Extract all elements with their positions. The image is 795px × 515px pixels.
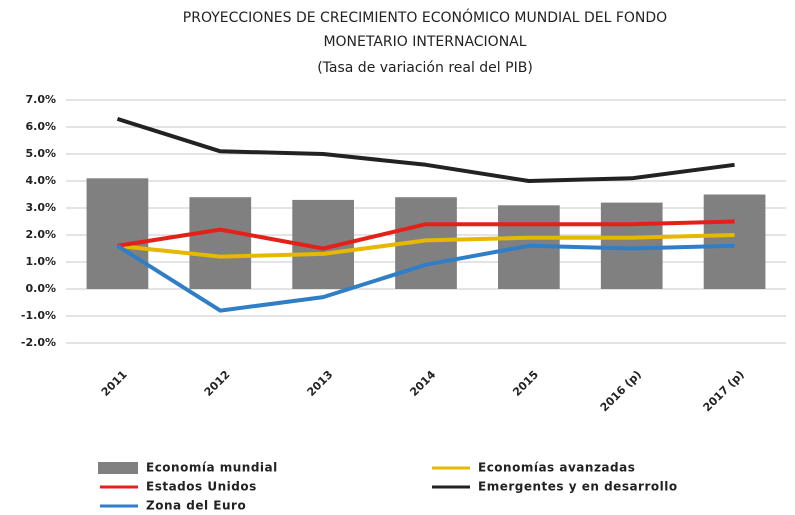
- legend-label: Zona del Euro: [146, 499, 246, 513]
- line: [116, 116, 735, 183]
- chart-subtitle: (Tasa de variación real del PIB): [317, 60, 533, 76]
- line: [117, 219, 735, 251]
- chart-title: MONETARIO INTERNACIONAL: [323, 34, 526, 50]
- y-tick-label: 2.0%: [25, 228, 56, 241]
- chart-title: PROYECCIONES DE CRECIMIENTO ECONÓMICO MU…: [183, 8, 667, 26]
- legend-label: Emergentes y en desarrollo: [478, 480, 678, 494]
- x-tick-label: 2017 (p): [701, 368, 747, 414]
- legend-label: Estados Unidos: [146, 480, 257, 494]
- bar: [189, 197, 252, 289]
- y-tick-label: 3.0%: [25, 201, 56, 214]
- line: [116, 243, 735, 313]
- bar: [600, 202, 663, 289]
- legend-label: Economía mundial: [146, 461, 278, 475]
- x-tick-label: 2014: [407, 368, 438, 399]
- y-tick-label: 7.0%: [25, 93, 56, 106]
- y-tick-label: 4.0%: [25, 174, 56, 187]
- x-tick-label: 2012: [202, 368, 233, 399]
- legend-label: Economías avanzadas: [478, 461, 635, 475]
- y-tick-label: 1.0%: [25, 255, 56, 268]
- x-tick-label: 2013: [305, 368, 336, 399]
- x-tick-label: 2011: [99, 368, 130, 399]
- legend-swatch: [98, 462, 138, 474]
- y-tick-label: 0.0%: [25, 282, 56, 295]
- x-tick-label: 2016 (p): [598, 368, 644, 414]
- bar: [86, 178, 149, 289]
- line: [117, 233, 735, 259]
- y-tick-label: 6.0%: [25, 120, 56, 133]
- y-tick-label: -2.0%: [21, 336, 56, 349]
- y-tick-label: -1.0%: [21, 309, 56, 322]
- y-tick-label: 5.0%: [25, 147, 56, 160]
- bar: [703, 194, 766, 289]
- x-tick-label: 2015: [510, 368, 541, 399]
